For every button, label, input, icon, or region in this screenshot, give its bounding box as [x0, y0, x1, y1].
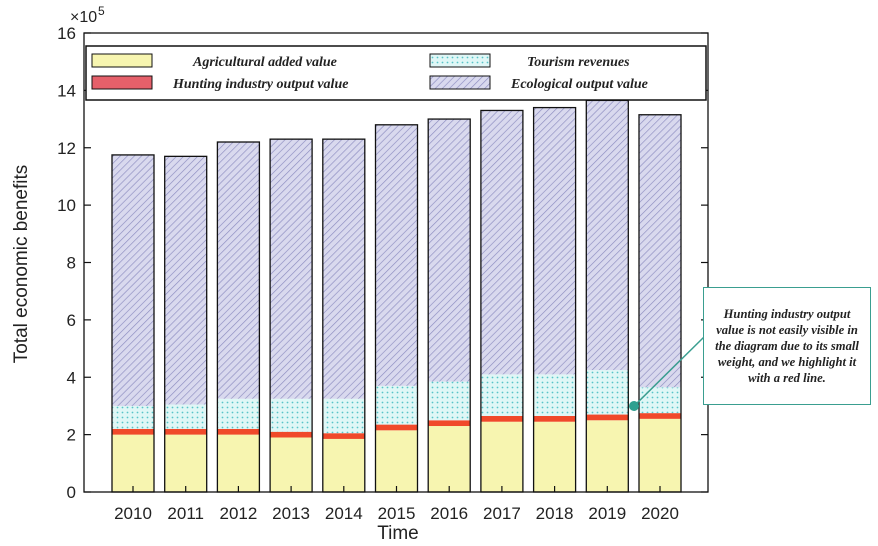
bar-segment-ecological-2010: [112, 154, 154, 406]
bar-segment-agricultural-2019: [586, 420, 629, 492]
bar-segment-hunting-2010: [112, 428, 154, 435]
x-tick-label-2018: 2018: [536, 504, 574, 523]
bar-segment-agricultural-2010: [112, 434, 154, 492]
bar-segment-ecological-2012: [217, 142, 260, 399]
legend-label-tourism: Tourism revenues: [527, 55, 630, 70]
bar-segment-agricultural-2017: [480, 421, 523, 492]
legend-label-agricultural: Agricultural added value: [192, 55, 337, 70]
x-axis-title: Time: [377, 523, 419, 544]
y-tick-label-16: 16: [57, 24, 76, 43]
y-tick-label-4: 4: [67, 368, 76, 387]
y-tick-label-12: 12: [57, 139, 76, 158]
y-axis-exponent-base: ×10: [70, 9, 97, 26]
bar-segment-agricultural-2015: [375, 430, 418, 492]
bar-segment-ecological-2014: [322, 139, 365, 399]
x-tick-label-2014: 2014: [325, 504, 363, 523]
x-tick-label-2016: 2016: [430, 504, 468, 523]
legend-swatch-ecological: [429, 75, 491, 90]
x-tick-label-2015: 2015: [378, 504, 416, 523]
bar-segment-tourism-2015: [375, 385, 418, 425]
bar-segment-ecological-2017: [480, 110, 523, 375]
x-tick-label-2017: 2017: [483, 504, 521, 523]
y-axis: 0 2 4 6 8 10 12 14 16: [57, 24, 709, 502]
legend-swatch-agricultural: [91, 53, 153, 68]
bar-segment-ecological-2019: [586, 100, 629, 371]
bar-segment-ecological-2016: [428, 119, 471, 382]
bar-segment-tourism-2020: [639, 387, 681, 414]
bar-segment-hunting-2014: [322, 433, 365, 439]
bar-segment-agricultural-2013: [270, 437, 313, 492]
bar-segment-hunting-2015: [375, 424, 418, 431]
bar-segment-agricultural-2011: [164, 434, 207, 492]
bar-segment-ecological-2013: [270, 139, 313, 399]
bar-segment-hunting-2011: [164, 428, 207, 435]
bar-segment-ecological-2011: [164, 156, 207, 405]
bar-segment-hunting-2013: [270, 431, 313, 438]
bar-segment-tourism-2016: [428, 381, 471, 421]
legend-box: [85, 45, 707, 101]
bar-segment-agricultural-2020: [639, 418, 681, 492]
bar-segment-ecological-2020: [639, 114, 681, 388]
bar-segment-tourism-2012: [217, 398, 260, 429]
x-axis: 2010 2011 2012 2013 2014 2015 2016 2017 2018 2019…: [114, 486, 679, 523]
bar-segment-hunting-2012: [217, 428, 260, 435]
bar-segment-tourism-2011: [164, 404, 207, 429]
y-tick-label-14: 14: [57, 81, 76, 100]
bar-segment-tourism-2013: [270, 398, 313, 432]
bar-segment-tourism-2017: [480, 374, 523, 416]
bars-layer: [111, 99, 682, 493]
bar-segment-hunting-2018: [533, 415, 576, 422]
bar-segment-hunting-2019: [586, 414, 629, 421]
bar-segment-agricultural-2014: [322, 438, 365, 492]
bar-segment-agricultural-2012: [217, 434, 260, 492]
y-tick-label-10: 10: [57, 196, 76, 215]
bar-segment-ecological-2018: [533, 107, 576, 375]
bar-segment-tourism-2018: [533, 374, 576, 416]
legend-label-ecological: Ecological output value: [510, 77, 648, 92]
y-tick-label-2: 2: [67, 426, 76, 445]
bar-segment-hunting-2017: [480, 415, 523, 422]
y-axis-exponent-power: 5: [98, 4, 105, 18]
bar-segment-tourism-2019: [586, 370, 629, 415]
bar-segment-hunting-2016: [428, 420, 471, 427]
y-tick-label-0: 0: [67, 483, 76, 502]
x-tick-label-2020: 2020: [641, 504, 679, 523]
legend-label-hunting: Hunting industry output value: [172, 77, 348, 92]
x-tick-label-2011: 2011: [167, 504, 204, 523]
y-tick-label-8: 8: [67, 254, 76, 273]
x-tick-label-2013: 2013: [272, 504, 310, 523]
bar-segment-agricultural-2018: [533, 421, 576, 492]
bar-segment-agricultural-2016: [428, 426, 471, 492]
x-tick-label-2019: 2019: [588, 504, 626, 523]
legend-swatch-hunting: [91, 75, 153, 90]
legend-swatch-tourism: [429, 53, 491, 68]
bar-segment-hunting-2020: [639, 413, 681, 419]
bar-segment-tourism-2014: [322, 398, 365, 434]
x-tick-label-2012: 2012: [219, 504, 257, 523]
y-axis-title: Total economic benefits: [11, 165, 32, 364]
bar-segment-tourism-2010: [112, 405, 154, 429]
y-tick-label-6: 6: [67, 311, 76, 330]
annotation-connector: [633, 336, 705, 407]
bar-segment-ecological-2015: [375, 124, 418, 386]
annotation-marker: [629, 401, 639, 411]
annotation-note: Hunting industry output value is not eas…: [703, 287, 871, 405]
legend: Agricultural added value Hunting industr…: [85, 45, 707, 101]
x-tick-label-2010: 2010: [114, 504, 152, 523]
